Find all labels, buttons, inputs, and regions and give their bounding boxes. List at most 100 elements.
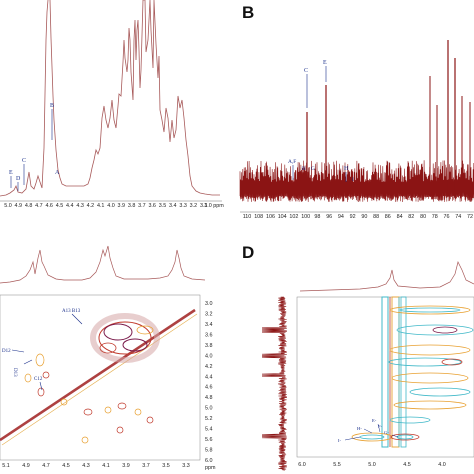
panel-b-x-tick-4: 102 xyxy=(289,214,298,220)
panel-c-x-tick-4: 4.3 xyxy=(82,463,90,469)
panel-c-x-tick-9: 3.3 xyxy=(182,463,190,469)
panel-a-x-tick-1: 4.9 xyxy=(15,203,23,209)
panel-b-x-tick-15: 80 xyxy=(420,214,426,220)
svg-text:D: D xyxy=(16,176,21,182)
panel-a-x-tick-12: 3.8 xyxy=(128,203,136,209)
panel-c-annotation-d12: D12 xyxy=(2,349,25,354)
panel-c-annotation-c12: C12 xyxy=(34,377,43,391)
panel-b-x-tick-14: 82 xyxy=(408,214,414,220)
panel-d-vertical-trace-line xyxy=(261,296,288,471)
panel-d: D H- xyxy=(242,243,474,471)
panel-a-x-tick-0: 5.0 xyxy=(4,203,12,209)
svg-text:A: A xyxy=(55,170,60,176)
panel-b-x-tick-17: 76 xyxy=(444,214,450,220)
svg-text:A13 B13: A13 B13 xyxy=(62,309,81,314)
panel-a-x-tick-2: 4.8 xyxy=(25,203,33,209)
panel-a-x-tick-6: 4.4 xyxy=(66,203,74,209)
svg-text:A,F: A,F xyxy=(288,159,296,165)
panel-c-y-tick-7: 4.4 xyxy=(205,374,213,380)
panel-c-x-tick-2: 4.7 xyxy=(42,463,50,469)
panel-c-y-tick-6: 4.2 xyxy=(205,364,213,370)
panel-c-y-tick-8: 4.6 xyxy=(205,385,213,391)
panel-a-spectrum xyxy=(0,0,220,197)
panel-a-x-tick-5: 4.5 xyxy=(56,203,64,209)
panel-c-x-tick-3: 4.5 xyxy=(62,463,70,469)
panel-a: 5.0 4.9 4.8 4.7 4.6 4.5 4.4 4.3 4.2 4.1 4.0 3.9 3.8 3… xyxy=(0,0,224,209)
panel-a-x-tick-14: 3.6 xyxy=(148,203,156,209)
panel-d-letter: D xyxy=(242,243,254,262)
svg-text:D12: D12 xyxy=(2,349,11,354)
panel-d-x-tick-labels: 6.0 5.5 5.0 4.5 4.0 xyxy=(298,462,446,468)
panel-a-x-tick-10: 4.0 xyxy=(107,203,115,209)
panel-b-peak-label-b: B xyxy=(302,166,306,172)
panel-c-y-unit: ppm xyxy=(205,465,216,471)
svg-text:E: E xyxy=(9,170,13,176)
panel-a-x-tick-15: 3.5 xyxy=(159,203,167,209)
panel-b-peak-label-h: H xyxy=(344,166,349,182)
svg-text:C: C xyxy=(22,158,26,164)
panel-b-x-tick-18: 74 xyxy=(455,214,461,220)
panel-b-x-tick-13: 84 xyxy=(397,214,403,220)
panel-b-x-tick-0: 110 xyxy=(243,214,252,220)
panel-d-annotation-f: F- xyxy=(378,424,383,429)
panel-b-peak-label-e: E xyxy=(323,60,327,82)
panel-b-peak-label-i: I xyxy=(352,177,354,183)
panel-b-x-tick-5: 100 xyxy=(301,214,310,220)
panel-c-y-tick-4: 3.8 xyxy=(205,343,213,349)
panel-d-x-tick-0: 6.0 xyxy=(298,462,306,468)
panel-c-x-tick-0: 5.1 xyxy=(2,463,10,469)
panel-b-x-tick-2: 106 xyxy=(266,214,275,220)
panel-a-x-tick-17: 3.3 xyxy=(179,203,187,209)
panel-c-y-tick-1: 3.2 xyxy=(205,312,213,318)
panel-c-y-tick-11: 5.2 xyxy=(205,416,213,422)
panel-b-spectrum xyxy=(239,160,474,203)
panel-b-x-tick-labels: 110 108 106 104 102 100 98 96 94 92 90 88 86 84 82 80 78… xyxy=(243,214,473,220)
panel-d-x-tick-1: 5.5 xyxy=(333,462,341,468)
panel-b-noise-trace xyxy=(239,160,474,203)
panel-a-peak-label-e: E xyxy=(9,170,13,188)
svg-text:H-: H- xyxy=(357,426,362,431)
panel-c-y-tick-13: 5.6 xyxy=(205,437,213,443)
panel-c-y-tick-0: 3.0 xyxy=(205,301,213,307)
panel-d-x-tick-4: 4.0 xyxy=(438,462,446,468)
panel-a-peak-label-c: C xyxy=(22,158,26,185)
svg-text:C: C xyxy=(304,68,308,74)
panel-c-x-tick-5: 4.1 xyxy=(102,463,110,469)
panel-a-x-tick-16: 3.4 xyxy=(169,203,177,209)
panel-b-x-tick-8: 94 xyxy=(338,214,344,220)
panel-d-x-tick-3: 4.5 xyxy=(403,462,411,468)
svg-text:G: G xyxy=(311,166,315,172)
panel-d-annotation-g: G- xyxy=(384,430,399,438)
panel-b-x-tick-7: 96 xyxy=(326,214,332,220)
panel-d-annotation-h: H- xyxy=(357,426,373,434)
panel-a-x-tick-19: 3.1 xyxy=(200,203,208,209)
panel-a-peak-label-a: A xyxy=(55,170,60,176)
panel-b-x-tick-3: 104 xyxy=(278,214,287,220)
svg-text:D13: D13 xyxy=(12,368,17,377)
panel-c-x-tick-1: 4.9 xyxy=(22,463,30,469)
svg-text:C12: C12 xyxy=(34,377,43,382)
panel-a-x-tick-8: 4.2 xyxy=(87,203,95,209)
panel-a-peak-label-b: B xyxy=(50,103,54,140)
panel-a-x-tick-13: 3.7 xyxy=(138,203,146,209)
panel-a-x-tick-labels: 5.0 4.9 4.8 4.7 4.6 4.5 4.4 4.3 4.2 4.1 4.0 3.9 3.8 3… xyxy=(4,203,224,209)
panel-c-y-tick-5: 4.0 xyxy=(205,353,213,359)
panel-c-x-tick-6: 3.9 xyxy=(122,463,130,469)
panel-b-x-tick-12: 86 xyxy=(385,214,391,220)
panel-a-x-tick-7: 4.3 xyxy=(76,203,84,209)
svg-text:B: B xyxy=(302,166,306,172)
panel-b-letter: B xyxy=(242,3,254,22)
panel-c-annotation-a13-b13: A13 B13 xyxy=(62,309,83,325)
panel-b-x-tick-9: 92 xyxy=(350,214,356,220)
panel-c-projection xyxy=(0,245,206,284)
panel-a-peak-label-d: D xyxy=(16,176,21,191)
panel-b-peak-label-c: C xyxy=(304,68,308,108)
panel-c-y-tick-15: 6.0 xyxy=(205,458,213,464)
svg-text:E-: E- xyxy=(372,418,377,423)
panel-c-y-tick-12: 5.4 xyxy=(205,427,213,433)
panel-b-x-tick-10: 90 xyxy=(361,214,367,220)
svg-text:F-: F- xyxy=(378,424,383,429)
panel-b-x-tick-6: 98 xyxy=(314,214,320,220)
panel-c-x-tick-7: 3.7 xyxy=(142,463,150,469)
